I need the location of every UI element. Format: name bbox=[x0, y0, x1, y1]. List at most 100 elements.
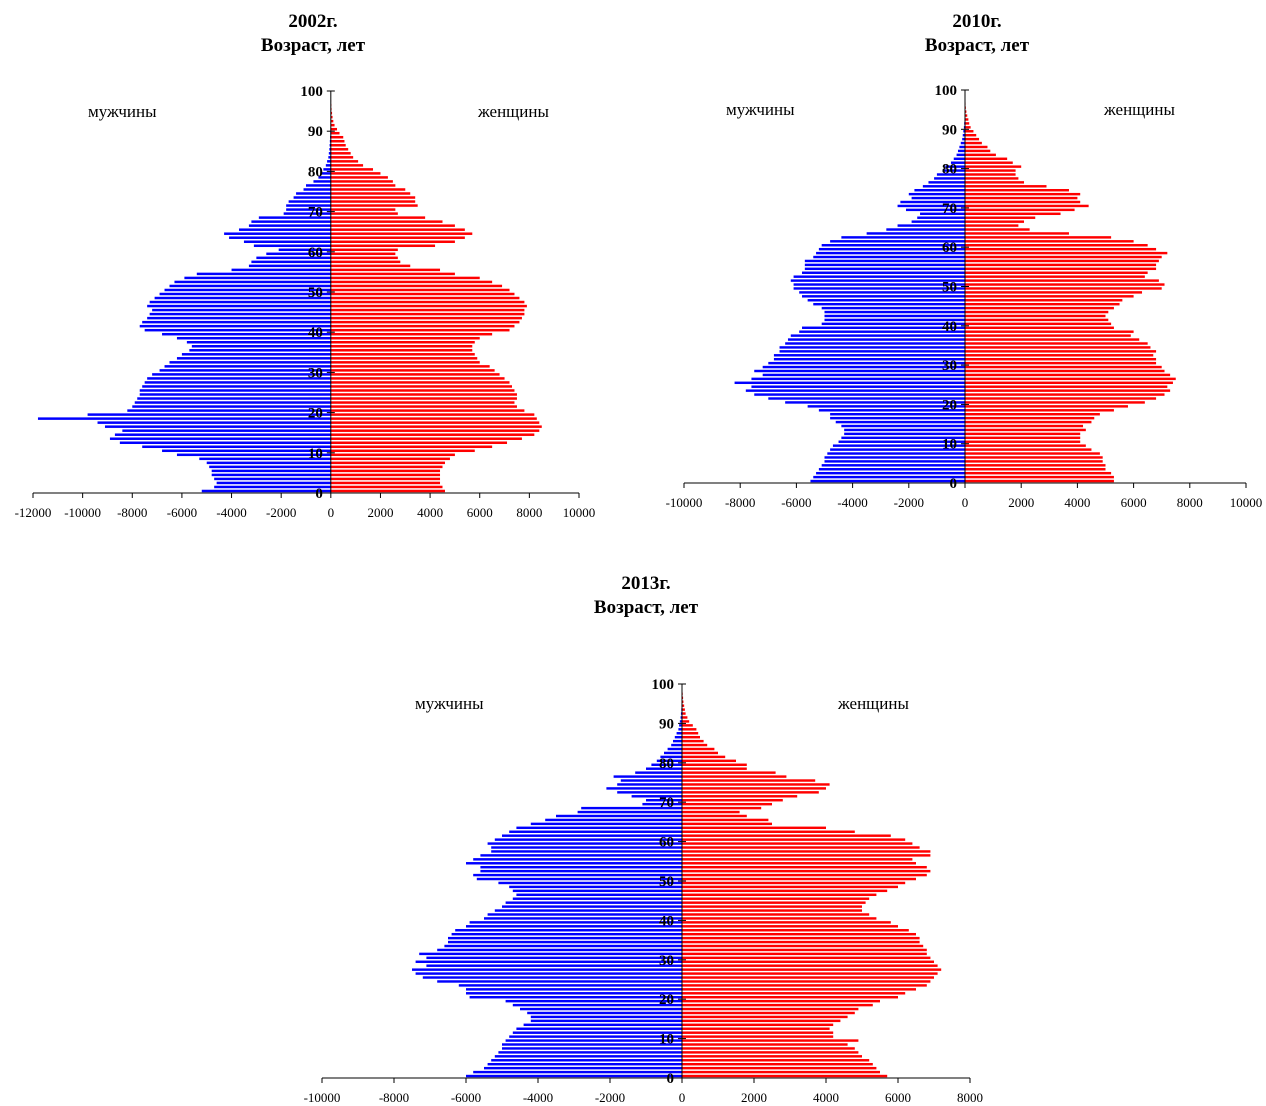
male-bar bbox=[139, 393, 331, 396]
x-tick-label: -10000 bbox=[64, 505, 101, 520]
female-bar bbox=[965, 149, 991, 153]
female-bar bbox=[330, 160, 359, 163]
male-bar bbox=[866, 232, 965, 235]
female-bar bbox=[682, 1019, 841, 1023]
male-bar bbox=[191, 345, 331, 348]
y-tick-label: 70 bbox=[942, 201, 957, 217]
male-bar bbox=[448, 940, 682, 944]
male-bar bbox=[164, 288, 331, 292]
male-bar bbox=[793, 275, 965, 278]
female-bar bbox=[330, 224, 455, 227]
male-bar bbox=[176, 357, 331, 360]
female-bar bbox=[965, 110, 967, 113]
male-bar bbox=[520, 1007, 682, 1011]
male-bar bbox=[734, 381, 965, 385]
female-bar bbox=[330, 441, 508, 444]
female-bar bbox=[330, 349, 473, 352]
male-bar bbox=[773, 354, 965, 357]
male-bar bbox=[422, 976, 682, 979]
female-bar bbox=[682, 936, 920, 940]
male-bar bbox=[660, 755, 682, 759]
female-bar bbox=[330, 308, 525, 312]
female-bar bbox=[682, 826, 826, 830]
female-bar bbox=[965, 361, 1157, 365]
male-bar bbox=[671, 743, 682, 747]
female-bar bbox=[965, 247, 1157, 251]
female-bar bbox=[330, 256, 398, 260]
male-bar bbox=[509, 830, 682, 833]
male-bar bbox=[174, 280, 331, 284]
female-bar bbox=[682, 992, 906, 995]
pyramid-2002: 2002г. Возраст, лет мужчины женщины -120… bbox=[0, 0, 640, 540]
female-bar bbox=[682, 897, 870, 900]
female-bar bbox=[682, 771, 776, 774]
female-bar bbox=[682, 917, 877, 920]
male-bar bbox=[484, 917, 682, 920]
male-bar bbox=[751, 377, 965, 381]
female-bar bbox=[682, 838, 906, 841]
y-tick-label: 30 bbox=[308, 365, 323, 381]
male-bar bbox=[229, 236, 331, 239]
male-bar bbox=[818, 409, 965, 412]
female-bar bbox=[965, 369, 1165, 373]
female-bar bbox=[330, 320, 520, 324]
male-bar bbox=[790, 279, 965, 282]
female-bar bbox=[965, 302, 1120, 306]
female-bar bbox=[330, 324, 515, 328]
female-bar bbox=[330, 176, 388, 179]
male-bar bbox=[960, 141, 965, 145]
y-tick-label: 10 bbox=[308, 446, 323, 462]
male-bar bbox=[502, 1047, 682, 1050]
female-bar bbox=[682, 901, 866, 904]
female-bar bbox=[965, 416, 1095, 420]
female-bar bbox=[330, 115, 333, 119]
male-bar bbox=[505, 1039, 682, 1042]
male-bar bbox=[962, 137, 965, 141]
male-bar bbox=[325, 164, 331, 167]
female-bar bbox=[330, 328, 510, 332]
male-label: мужчины bbox=[726, 100, 795, 119]
female-bar bbox=[682, 1039, 859, 1042]
female-bar bbox=[965, 373, 1171, 377]
male-bar bbox=[841, 236, 965, 239]
female-bar bbox=[330, 288, 510, 292]
male-bar bbox=[830, 416, 965, 420]
female-bar bbox=[330, 353, 475, 356]
female-bar bbox=[965, 137, 980, 141]
male-bar bbox=[804, 267, 965, 271]
male-bar bbox=[154, 296, 331, 300]
female-bar bbox=[965, 200, 1081, 204]
female-bar bbox=[330, 433, 535, 436]
female-bar bbox=[965, 381, 1173, 385]
female-bar bbox=[682, 728, 697, 731]
female-bar bbox=[965, 267, 1157, 271]
female-bar bbox=[330, 473, 441, 477]
female-bar bbox=[965, 114, 968, 117]
male-bar bbox=[288, 200, 331, 203]
y-tick-label: 0 bbox=[667, 1071, 675, 1087]
y-tick-label: 80 bbox=[659, 756, 674, 772]
male-bar bbox=[458, 984, 682, 987]
male-bar bbox=[415, 972, 682, 975]
female-bar bbox=[965, 389, 1171, 392]
female-bar bbox=[682, 1047, 855, 1050]
female-bar bbox=[330, 300, 525, 304]
x-tick-label: 6000 bbox=[467, 505, 493, 520]
male-bar bbox=[790, 334, 965, 337]
male-bar bbox=[613, 775, 682, 778]
female-bar bbox=[682, 1043, 848, 1046]
male-bar bbox=[676, 732, 682, 735]
male-bar bbox=[238, 228, 331, 231]
female-bar bbox=[682, 980, 931, 983]
female-bar bbox=[682, 814, 747, 818]
male-bar bbox=[214, 485, 331, 489]
y-tick-label: 90 bbox=[308, 124, 323, 140]
female-bar bbox=[965, 133, 977, 137]
y-tick-label: 90 bbox=[659, 716, 674, 732]
male-bar bbox=[830, 448, 965, 451]
male-bar bbox=[248, 264, 331, 268]
chart-title: 2010г. Возраст, лет bbox=[877, 10, 1077, 58]
male-bar bbox=[498, 881, 682, 885]
male-bar bbox=[152, 373, 331, 376]
male-bar bbox=[577, 810, 682, 814]
